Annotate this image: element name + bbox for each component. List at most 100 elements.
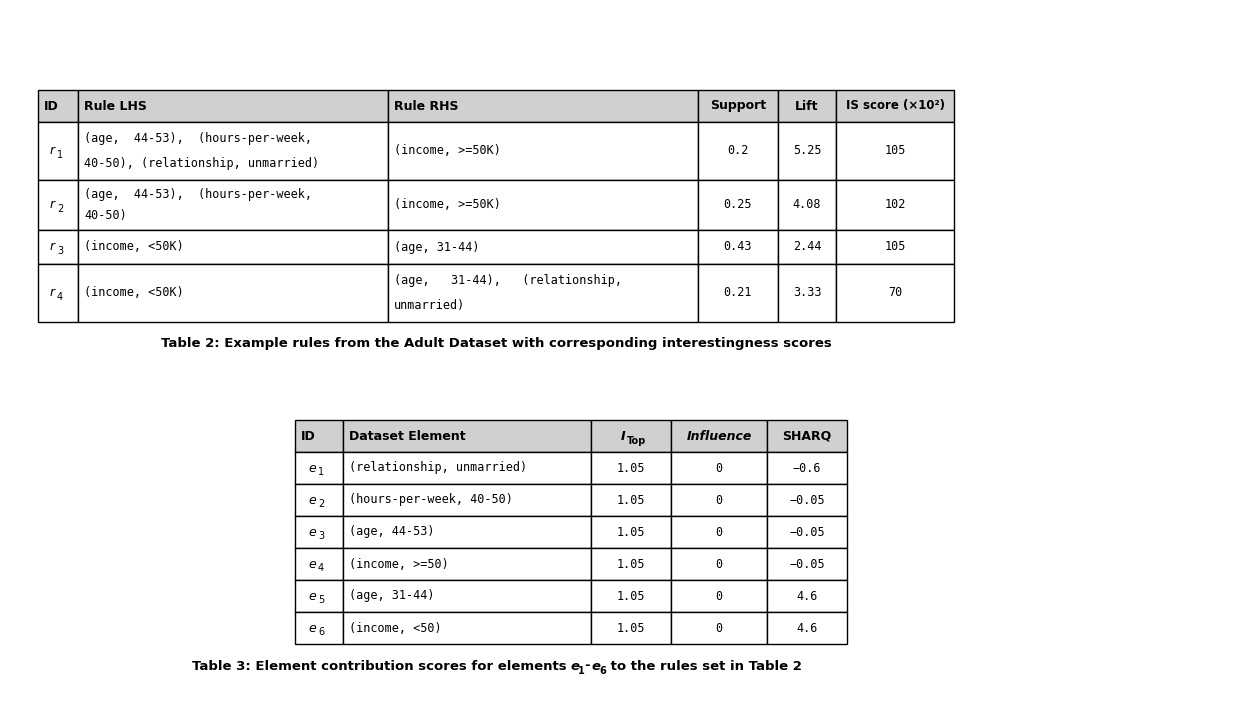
Text: 1.05: 1.05	[617, 494, 645, 506]
Bar	[671, 484, 768, 516]
Bar	[38, 90, 78, 122]
Text: 0: 0	[716, 462, 723, 474]
Bar	[698, 180, 777, 230]
Text: 6: 6	[318, 627, 325, 637]
Text: 105: 105	[885, 241, 906, 253]
Text: IS score (×10²): IS score (×10²)	[845, 99, 944, 113]
Bar	[768, 612, 847, 644]
Text: Table 3: Element contribution scores for elements: Table 3: Element contribution scores for…	[191, 660, 571, 672]
Bar	[671, 516, 768, 548]
Text: 2: 2	[57, 204, 63, 214]
Text: (income, >=50): (income, >=50)	[349, 558, 449, 570]
Bar	[343, 580, 591, 612]
Bar	[78, 180, 387, 230]
Bar	[38, 180, 78, 230]
Text: 2: 2	[318, 499, 325, 509]
Bar	[387, 180, 698, 230]
Text: 0.21: 0.21	[724, 287, 753, 299]
Bar	[671, 580, 768, 612]
Bar	[671, 548, 768, 580]
Text: 1: 1	[318, 467, 325, 477]
Text: e: e	[308, 525, 316, 539]
Bar	[768, 548, 847, 580]
Bar	[387, 90, 698, 122]
Text: 4.6: 4.6	[796, 622, 818, 634]
Bar	[698, 122, 777, 180]
Text: −0.05: −0.05	[790, 494, 824, 506]
Bar	[698, 90, 777, 122]
Text: (income, >=50K): (income, >=50K)	[394, 199, 501, 211]
Text: (hours-per-week, 40-50): (hours-per-week, 40-50)	[349, 494, 513, 506]
Bar	[387, 230, 698, 264]
Bar	[591, 452, 671, 484]
Text: 5.25: 5.25	[792, 144, 822, 158]
Bar	[78, 90, 387, 122]
Text: Top: Top	[627, 436, 647, 446]
Text: 0: 0	[716, 494, 723, 506]
Bar	[768, 420, 847, 452]
Text: e: e	[308, 558, 316, 570]
Text: e: e	[308, 494, 316, 506]
Text: r: r	[49, 241, 56, 253]
Text: 40-50): 40-50)	[84, 209, 127, 222]
Bar	[768, 516, 847, 548]
Text: (income, <50): (income, <50)	[349, 622, 442, 634]
Bar	[835, 230, 954, 264]
Text: Rule LHS: Rule LHS	[84, 99, 147, 113]
Text: SHARQ: SHARQ	[782, 429, 832, 443]
Bar	[768, 484, 847, 516]
Text: 70: 70	[888, 287, 902, 299]
Text: 6: 6	[598, 666, 606, 676]
Text: -: -	[584, 660, 590, 672]
Text: unmarried): unmarried)	[394, 299, 465, 312]
Text: e: e	[308, 622, 316, 634]
Text: 0.2: 0.2	[727, 144, 749, 158]
Bar	[78, 264, 387, 322]
Text: Influence: Influence	[686, 429, 752, 443]
Text: (age,   31-44),   (relationship,: (age, 31-44), (relationship,	[394, 274, 622, 287]
Bar	[343, 548, 591, 580]
Bar	[78, 122, 387, 180]
Bar	[591, 516, 671, 548]
Bar	[671, 420, 768, 452]
Text: 0.43: 0.43	[724, 241, 753, 253]
Text: ID: ID	[301, 429, 316, 443]
Text: 4: 4	[318, 563, 325, 573]
Bar	[295, 580, 343, 612]
Bar	[387, 264, 698, 322]
Bar	[777, 180, 835, 230]
Text: (income, <50K): (income, <50K)	[84, 241, 184, 253]
Text: (age,  44-53),  (hours-per-week,: (age, 44-53), (hours-per-week,	[84, 188, 312, 201]
Bar	[768, 452, 847, 484]
Text: 5: 5	[318, 595, 325, 605]
Bar	[295, 452, 343, 484]
Text: 0: 0	[716, 622, 723, 634]
Text: 1: 1	[578, 666, 585, 676]
Bar	[343, 420, 591, 452]
Text: 0: 0	[716, 589, 723, 603]
Text: 0: 0	[716, 558, 723, 570]
Text: 4.6: 4.6	[796, 589, 818, 603]
Text: e: e	[308, 462, 316, 474]
Text: 105: 105	[885, 144, 906, 158]
Text: e: e	[571, 660, 580, 672]
Bar	[591, 484, 671, 516]
Bar	[591, 580, 671, 612]
Text: 102: 102	[885, 199, 906, 211]
Bar	[591, 420, 671, 452]
Text: Table 2: Example rules from the Adult Dataset with corresponding interestingness: Table 2: Example rules from the Adult Da…	[160, 337, 832, 351]
Text: −0.05: −0.05	[790, 525, 824, 539]
Bar	[343, 484, 591, 516]
Bar	[698, 230, 777, 264]
Text: (relationship, unmarried): (relationship, unmarried)	[349, 462, 527, 474]
Bar	[835, 122, 954, 180]
Bar	[835, 180, 954, 230]
Bar	[295, 484, 343, 516]
Bar	[78, 230, 387, 264]
Text: (age, 44-53): (age, 44-53)	[349, 525, 434, 539]
Text: 3.33: 3.33	[792, 287, 822, 299]
Bar	[295, 548, 343, 580]
Text: 1: 1	[57, 150, 63, 160]
Text: 2.44: 2.44	[792, 241, 822, 253]
Bar	[295, 420, 343, 452]
